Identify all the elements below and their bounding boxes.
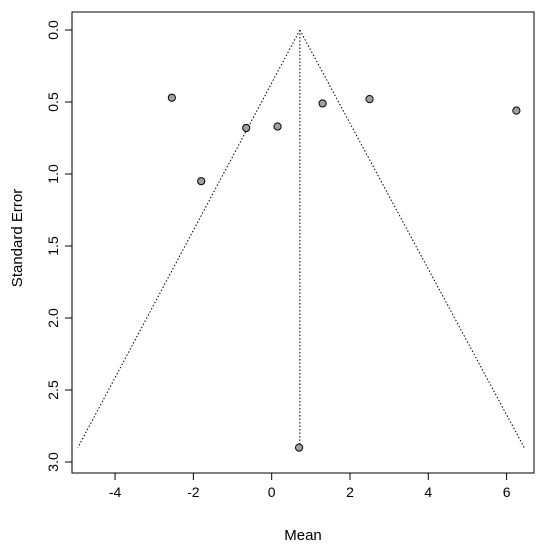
y-tick-label: 2.5 (45, 380, 61, 400)
y-tick-label: 1.5 (45, 236, 61, 256)
y-tick-label: 0.5 (45, 92, 61, 112)
x-tick-label: -4 (109, 484, 122, 500)
y-axis-title: Standard Error (9, 189, 26, 287)
x-axis: -4 -2 0 2 4 6 (109, 473, 511, 500)
x-tick-label: 0 (268, 484, 276, 500)
data-point-2 (242, 123, 251, 133)
y-tick-label: 3.0 (45, 452, 61, 472)
y-tick-label: 0.0 (45, 20, 61, 40)
y-tick-label: 1.0 (45, 164, 61, 184)
data-points (167, 93, 521, 452)
data-point-1 (167, 93, 176, 102)
x-axis-title: Mean (284, 527, 322, 544)
data-point-8 (294, 443, 304, 452)
x-tick-label: 4 (424, 484, 432, 500)
funnel-left-line (77, 29, 301, 448)
data-point-6 (512, 106, 521, 115)
x-tick-label: 6 (503, 484, 511, 500)
x-tick-label: -2 (187, 484, 200, 500)
data-point-5 (365, 95, 374, 104)
data-point-7 (197, 177, 206, 186)
plot-frame (71, 11, 535, 474)
funnel-right-line (299, 29, 525, 448)
y-axis: 0.0 0.5 1.0 1.5 2.0 2.5 3.0 (45, 20, 72, 472)
y-tick-label: 2.0 (45, 308, 61, 328)
data-point-4 (318, 99, 327, 108)
data-point-3 (273, 122, 282, 131)
funnel-lines (77, 29, 525, 448)
x-tick-label: 2 (346, 484, 354, 500)
